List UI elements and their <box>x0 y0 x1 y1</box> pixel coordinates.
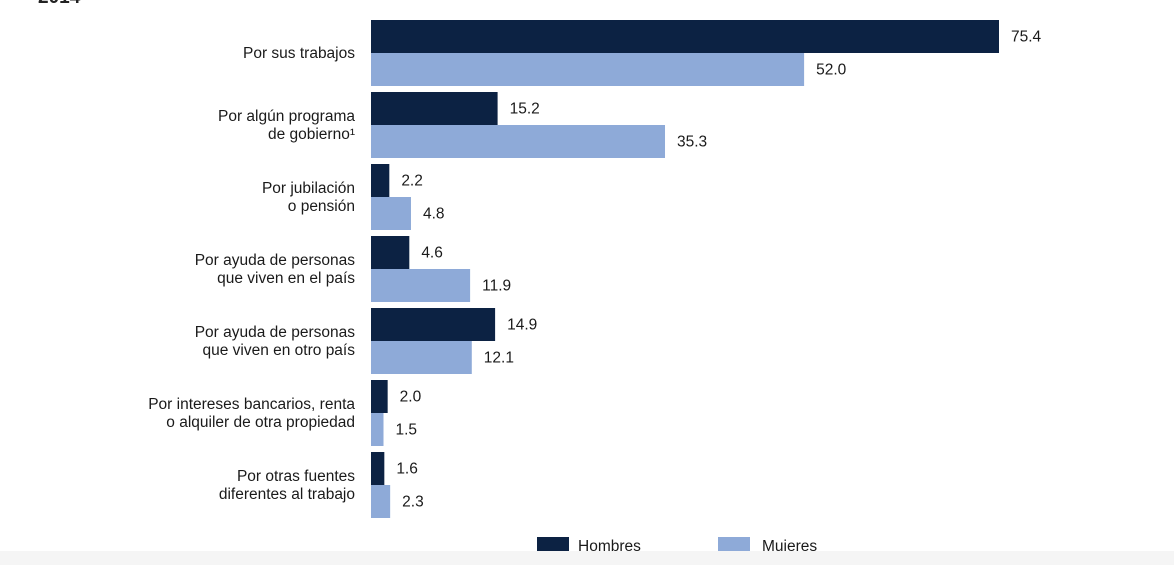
category-label: Por ayuda de personas que viven en otro p… <box>195 324 356 359</box>
data-label: 1.6 <box>396 461 418 478</box>
data-label: 2.3 <box>402 494 424 511</box>
category-label-line: de gobierno¹ <box>268 126 355 143</box>
category-label-line: Por jubilación <box>262 180 355 197</box>
category-label-line: Por algún programa <box>218 108 355 125</box>
category-label-line: o pensión <box>288 198 355 215</box>
data-label: 4.6 <box>421 245 443 262</box>
data-label: 35.3 <box>677 134 707 151</box>
data-label: 1.5 <box>395 422 417 439</box>
chart-year-fragment: 2014 <box>38 0 80 9</box>
bar-mujeres <box>371 125 666 158</box>
category-label-line: Por sus trabajos <box>243 45 355 62</box>
data-label: 15.2 <box>510 101 540 118</box>
category-label: Por algún programa de gobierno¹ <box>218 108 355 143</box>
bar-mujeres <box>371 485 391 518</box>
bar-hombres <box>371 20 999 53</box>
bar-hombres <box>371 308 496 341</box>
category-label-line: Por otras fuentes <box>237 468 355 485</box>
bar-mujeres <box>371 269 471 302</box>
bar-mujeres <box>371 413 384 446</box>
data-label: 2.2 <box>401 173 423 190</box>
bar-mujeres <box>371 341 472 374</box>
bar-hombres <box>371 452 385 485</box>
data-label: 2.0 <box>400 389 422 406</box>
category-label: Por jubilación o pensión <box>262 180 355 215</box>
category-label-line: Por ayuda de personas <box>195 252 356 269</box>
category-label-line: que viven en el país <box>217 270 355 287</box>
legend-label-hombres: Hombres <box>578 538 641 555</box>
data-label: 4.8 <box>423 206 445 223</box>
bar-hombres <box>371 380 388 413</box>
bar-hombres <box>371 92 498 125</box>
category-label: Por ayuda de personas que viven en el paí… <box>195 252 356 287</box>
legend-swatch-hombres <box>537 537 569 552</box>
category-label-line: o alquiler de otra propiedad <box>166 414 355 431</box>
bar-mujeres <box>371 53 805 86</box>
data-label: 11.9 <box>482 278 511 295</box>
footer-strip <box>0 551 1174 565</box>
category-label: Por sus trabajos <box>243 45 355 62</box>
category-label: Por intereses bancarios, renta o alquiler… <box>148 396 355 431</box>
data-label: 75.4 <box>1011 29 1042 46</box>
category-label-line: Por ayuda de personas <box>195 324 356 341</box>
data-label: 14.9 <box>507 317 537 334</box>
data-label: 52.0 <box>816 62 847 79</box>
category-label-line: diferentes al trabajo <box>219 486 355 503</box>
bar-mujeres <box>371 197 411 230</box>
data-label: 12.1 <box>484 350 514 367</box>
category-label-line: que viven en otro país <box>202 342 355 359</box>
bar-hombres <box>371 236 410 269</box>
category-label-line: Por intereses bancarios, renta <box>148 396 355 413</box>
legend-swatch-mujeres <box>718 537 750 552</box>
category-label: Por otras fuentes diferentes al trabajo <box>219 468 355 503</box>
legend-label-mujeres: Mujeres <box>762 538 817 555</box>
bar-hombres <box>371 164 390 197</box>
